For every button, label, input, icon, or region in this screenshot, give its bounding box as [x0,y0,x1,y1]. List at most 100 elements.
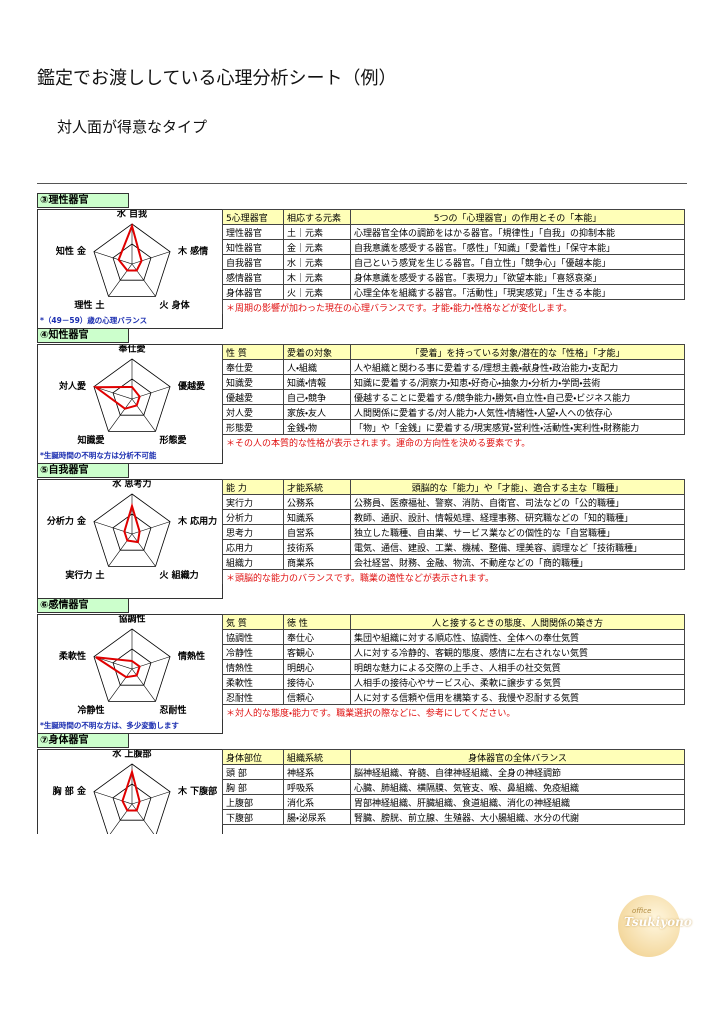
table-cell: 自我器官 [222,254,284,270]
radar-panel: 水 思考力木 応用力火 組織力 実行力 土 分析力 金 [37,479,223,599]
table-cell: 水｜元素 [283,254,351,270]
table-row: 身体器官 火｜元素 心理全体を組織する器官。「活動性」「現実感覚」「生きる本能」 [222,284,685,300]
table-row: 対人愛 家族・友人 人間関係に愛着する/対人能力・人気性・情緒性・人望・人への依存心 [222,404,685,420]
table-cell: 接待心 [283,674,351,690]
radar-label: 情熱性 [177,650,205,662]
logo: office Tsukiyono [618,895,692,957]
table-cell: 独立した職種、自由業、サービス業などの個性的な「自営職種」 [350,524,685,540]
header-cell: 組織系統 [283,749,351,765]
header-cell: 才能系統 [283,479,351,495]
radar-spoke [131,263,156,297]
table-row: 感情器官 木｜元素 身体意識を感受する器官。「表現力」「欲望本能」「喜怒哀楽」 [222,269,685,285]
logo-small: office [632,907,652,915]
section: ⑥感情器官 協調性 情熱性 忍耐性 冷静性 柔軟性 *生誕時間の不明な方は、多少変動します気… [37,598,687,734]
radar-label: 冷静性 [77,704,104,716]
header-cell: 能 力 [222,479,284,495]
table-row: 形態愛 金銭・物 「物」や「金銭」に愛着する/現実感覚・営利性・活動性・実利性・財務… [222,419,685,435]
table-row: 自我器官 水｜元素 自己という感覚を生じる器官。「自立性」「競争心」「優越本能」 [222,254,685,270]
table-cell: 感情器官 [222,269,284,285]
radar-panel: 水 自我木 感情火 身体 理性 土 知性 金 *（49－59）歳の心理バランス [37,209,223,329]
radar-note: *生誕時間の不明な方は、多少変動します [40,721,179,730]
table-row: 応用力 技術系 電気、通信、建設、工業、機械、整備、理美容、調理など「技術職種」 [222,539,685,555]
footnote-row: ＊頭脳的な能力のバランスです。職業の適性などが表示されます。 [222,569,685,584]
table-cell: 商業系 [283,554,351,570]
radar-spoke [108,668,133,702]
table-cell: 公務員、医療福祉、警察、消防、自衛官、司法などの「公的職種」 [350,494,685,510]
radar-ring [93,493,171,567]
table-cell: 脳神経組織、脊髄、自律神経組織、全身の神経調節 [350,764,685,780]
radar-ring [93,763,171,834]
table-cell: 分析力 [222,509,284,525]
radar-spoke [93,251,133,265]
table-row: 上腹部 消化系 胃部神経組織、肝臓組織、食道組織、消化の神経組織 [222,794,685,810]
table-cell: 応用力 [222,539,284,555]
table-cell: 人に対する信頼や信用を構築する、我慢や忍耐する気質 [350,689,685,705]
table-cell: 人・組織 [283,359,351,375]
table-cell: 優越愛 [222,389,284,405]
radar-label: 優越愛 [177,380,205,392]
table-row: 思考力 自営系 独立した職種、自由業、サービス業などの個性的な「自営職種」 [222,524,685,540]
table: 性 質愛着の対象 「愛着」を持っている対象/潜在的な「性格」「才能」 奉仕愛 人・組織… [222,344,685,449]
radar-spoke [131,251,171,265]
section-title: ⑦身体器官 [37,733,129,748]
radar-label: 木 応用力 [177,515,217,527]
analysis-sheet: ③理性器官水 自我木 感情火 身体 理性 土 知性 金 *（49－59）歳の心理バラン… [37,183,687,834]
table-cell: 消化系 [283,794,351,810]
table-cell: 教師、通訳、設計、情報処理、経理事務、研究職などの「知的職種」 [350,509,685,525]
table-cell: 人相手の接待心やサービス心、柔軟に譲歩する気質 [350,674,685,690]
radar-label: 知識愛 [76,434,104,446]
radar-spoke [131,533,156,567]
table-row: 実行力 公務系 公務員、医療福祉、警察、消防、自衛官、司法などの「公的職種」 [222,494,685,510]
table-cell: 身体意識を感受する器官。「表現力」「欲望本能」「喜怒哀楽」 [350,269,685,285]
section-title: ⑤自我器官 [37,463,129,478]
table-cell: 公務系 [283,494,351,510]
table: 能 力才能系統 頭脳的な「能力」や「才能」、適合する主な「職種」 実行力 公務系 公務員… [222,479,685,584]
table-row: 組織力 商業系 会社経営、財務、金融、物流、不動産などの「商的職種」 [222,554,685,570]
table-cell: 呼吸系 [283,779,351,795]
table-cell: 金｜元素 [283,239,351,255]
radar-label: 実行力 土 [65,569,104,581]
table-cell: 実行力 [222,494,284,510]
radar-label: 奉仕愛 [118,345,145,355]
table-cell: 信頼心 [283,689,351,705]
header-cell: 5心理器官 [222,209,284,225]
table-header-row: 気 質徳 性人と接するときの態度、人間関係の築き方 [222,614,685,630]
radar-panel: 協調性 情熱性 忍耐性 冷静性 柔軟性 *生誕時間の不明な方は、多少変動します [37,614,223,734]
table-cell: 心臓、肺組織、横隔膜、気管支、喉、鼻組織、免疫組織 [350,779,685,795]
table-header-row: 性 質愛着の対象 「愛着」を持っている対象/潜在的な「性格」「才能」 [222,344,685,360]
table-cell: 技術系 [283,539,351,555]
table-cell: 組織力 [222,554,284,570]
table-cell: 家族・友人 [283,404,351,420]
radar-spoke [131,386,171,400]
table-row: 奉仕愛 人・組織 人や組織と関わる事に愛着する/理想主義・献身性・政治能力・支配力 [222,359,685,375]
radar-spoke [93,386,133,400]
radar-label: 理性 土 [74,299,104,311]
table-cell: 知識系 [283,509,351,525]
header-cell: 「愛着」を持っている対象/潜在的な「性格」「才能」 [350,344,685,360]
table-cell: 情熱性 [222,659,284,675]
table-cell: 冷静性 [222,644,284,660]
radar-label: 形態愛 [160,434,187,446]
table-cell: 土｜元素 [283,224,351,240]
radar-spoke [131,398,156,432]
header-cell: 身体器官の全体バランス [350,749,685,765]
table-cell: 奉仕愛 [222,359,284,375]
radar-label: 忍耐性 [160,704,187,716]
table-cell: 形態愛 [222,419,284,435]
page-title: 鑑定でお渡ししている心理分析シート（例） [37,68,397,89]
table-cell: 会社経営、財務、金融、物流、不動産などの「商的職種」 [350,554,685,570]
header-cell: 頭脳的な「能力」や「才能」、適合する主な「職種」 [350,479,685,495]
footnote: ＊周期の影響が加わった現在の心理バランスです。才能・能力・性格などが変化します。 [222,299,685,314]
section: ⑤自我器官水 思考力木 応用力火 組織力 実行力 土 分析力 金 能 力才能系統 頭脳的… [37,463,687,599]
radar-label: 火 身体 [160,299,191,311]
table-cell: 自営系 [283,524,351,540]
table-cell: 知識・情報 [283,374,351,390]
radar-label: 知性 金 [55,245,87,257]
radar-label: 火 組織力 [160,569,199,581]
table: 身体部位 組織系統 身体器官の全体バランス頭 部神経系 脳神経組織、脊髄、自律神経組織… [222,749,685,825]
radar-area [123,502,141,544]
table-cell: 「物」や「金銭」に愛着する/現実感覚・営利性・活動性・実利性・財務能力 [350,419,685,435]
